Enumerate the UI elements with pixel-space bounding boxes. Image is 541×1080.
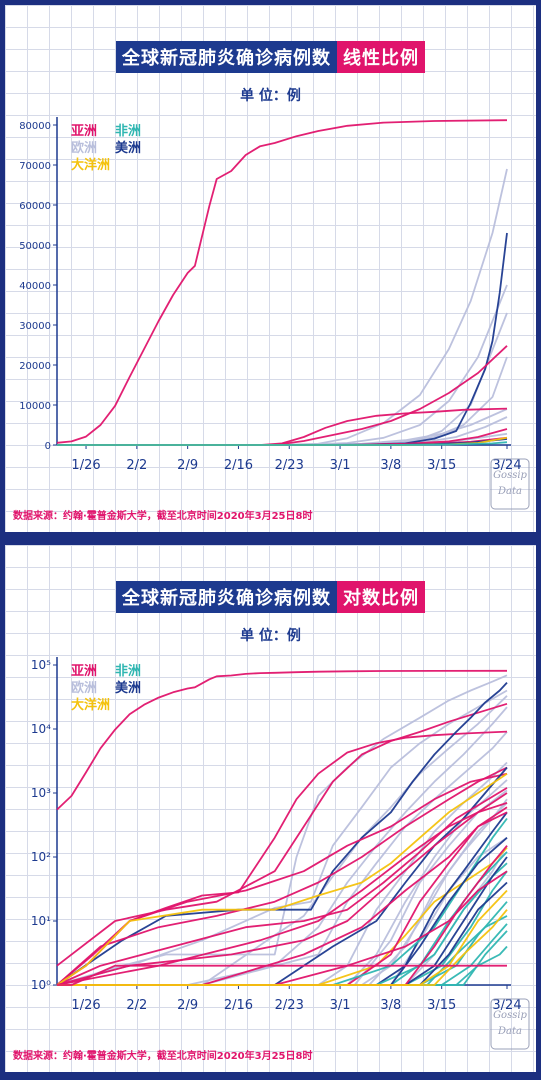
legend-item: 美洲 (115, 680, 141, 696)
log-line-chart: 10⁰ 10¹ 10² 10³ 10⁴ 10⁵ 1/26 2/2 2/9 2/16 2/23 3/1 3… (31, 657, 522, 1013)
y-tick-label: 0 (45, 441, 51, 452)
y-tick-label: 20000 (19, 361, 51, 372)
x-tick-label: 2/23 (275, 458, 304, 473)
x-tick-label: 2/9 (177, 458, 198, 473)
series-line (57, 811, 508, 986)
source-note: 数据来源：约翰·霍普金斯大学，截至北京时间2020年3月25日8时 (13, 511, 313, 522)
svg-text:Gossip: Gossip (493, 1010, 527, 1021)
series-line (57, 909, 508, 986)
series-line (56, 766, 508, 986)
y-tick-label: 10000 (19, 401, 51, 412)
x-tick-label: 2/16 (224, 458, 253, 473)
legend-item: 欧洲 (71, 680, 97, 696)
legend-item: 美洲 (115, 140, 141, 156)
series-line (56, 119, 508, 444)
legend-item: 欧洲 (71, 140, 97, 156)
linear-line-chart: 0 10000 20000 30000 40000 50000 60000 70000 8000… (19, 117, 522, 473)
gossip-data-logo: Gossip Data (490, 458, 530, 510)
x-tick-label: 1/26 (71, 998, 100, 1013)
series-line (57, 345, 508, 446)
series-line (57, 766, 508, 986)
x-tick-label: 1/26 (71, 458, 100, 473)
chart-title-main: 全球新冠肺炎确诊病例数 (116, 581, 337, 613)
chart-title-main: 全球新冠肺炎确诊病例数 (116, 41, 337, 73)
series-line (57, 232, 508, 446)
legend-item: 非洲 (115, 123, 141, 139)
x-tick-label: 3/24 (492, 998, 521, 1013)
x-tick-label: 3/1 (330, 998, 351, 1013)
legend-item: 大洋洲 (71, 157, 110, 173)
y-tick-label: 10¹ (31, 914, 51, 928)
svg-text:Data: Data (497, 1026, 522, 1037)
series-line (57, 441, 508, 446)
linear-chart-panel: 全球新冠肺炎确诊病例数 线性比例 单 位：例 0 10000 20000 30000 40… (5, 5, 536, 532)
x-tick-label: 3/24 (492, 458, 521, 473)
x-tick-label: 3/8 (380, 998, 401, 1013)
x-tick-label: 3/15 (427, 998, 456, 1013)
series-line (56, 792, 508, 986)
chart-title-scale-tag: 线性比例 (337, 41, 425, 73)
chart-title: 全球新冠肺炎确诊病例数 线性比例 (5, 41, 536, 73)
legend-item: 亚洲 (71, 664, 97, 679)
x-tick-label: 3/1 (330, 458, 351, 473)
gossip-data-logo: Gossip Data (490, 998, 530, 1050)
y-tick-label: 40000 (19, 281, 51, 292)
y-tick-label: 10⁵ (31, 658, 51, 672)
x-tick-label: 2/23 (275, 998, 304, 1013)
series-line (56, 772, 508, 986)
series-line (57, 731, 508, 986)
chart-title: 全球新冠肺炎确诊病例数 对数比例 (5, 581, 536, 613)
series-line (56, 669, 508, 811)
y-tick-label: 80000 (19, 121, 51, 132)
y-tick-label: 60000 (19, 201, 51, 212)
legend-item: 非洲 (115, 663, 141, 679)
legend-item: 亚洲 (71, 124, 97, 139)
svg-text:Data: Data (497, 486, 522, 497)
unit-label: 单 位：例 (240, 88, 301, 104)
series-line (57, 168, 508, 446)
y-tick-label: 10³ (31, 786, 51, 800)
y-tick-label: 30000 (19, 321, 51, 332)
y-tick-label: 10² (31, 850, 51, 864)
y-tick-label: 10⁰ (31, 978, 51, 992)
y-tick-label: 70000 (19, 161, 51, 172)
svg-text:Gossip: Gossip (493, 470, 527, 481)
source-note: 数据来源：约翰·霍普金斯大学，截至北京时间2020年3月25日8时 (13, 1051, 313, 1062)
x-tick-label: 2/2 (126, 458, 147, 473)
legend-item: 大洋洲 (71, 697, 110, 713)
series-line (57, 407, 508, 446)
x-tick-label: 2/16 (224, 998, 253, 1013)
series-line (57, 964, 507, 986)
x-tick-label: 3/8 (380, 458, 401, 473)
x-tick-label: 3/15 (427, 458, 456, 473)
x-tick-label: 2/2 (126, 998, 147, 1013)
y-tick-label: 10⁴ (31, 722, 51, 736)
log-chart-panel: 全球新冠肺炎确诊病例数 对数比例 单 位：例 10⁰ 10¹ 10² 10³ 10⁴ 10⁵… (5, 545, 536, 1072)
unit-label: 单 位：例 (240, 628, 301, 644)
series-line (56, 681, 508, 986)
series-line (57, 312, 508, 446)
series-line (56, 802, 508, 986)
chart-title-scale-tag: 对数比例 (337, 581, 425, 613)
x-tick-label: 2/9 (177, 998, 198, 1013)
y-tick-label: 50000 (19, 241, 51, 252)
